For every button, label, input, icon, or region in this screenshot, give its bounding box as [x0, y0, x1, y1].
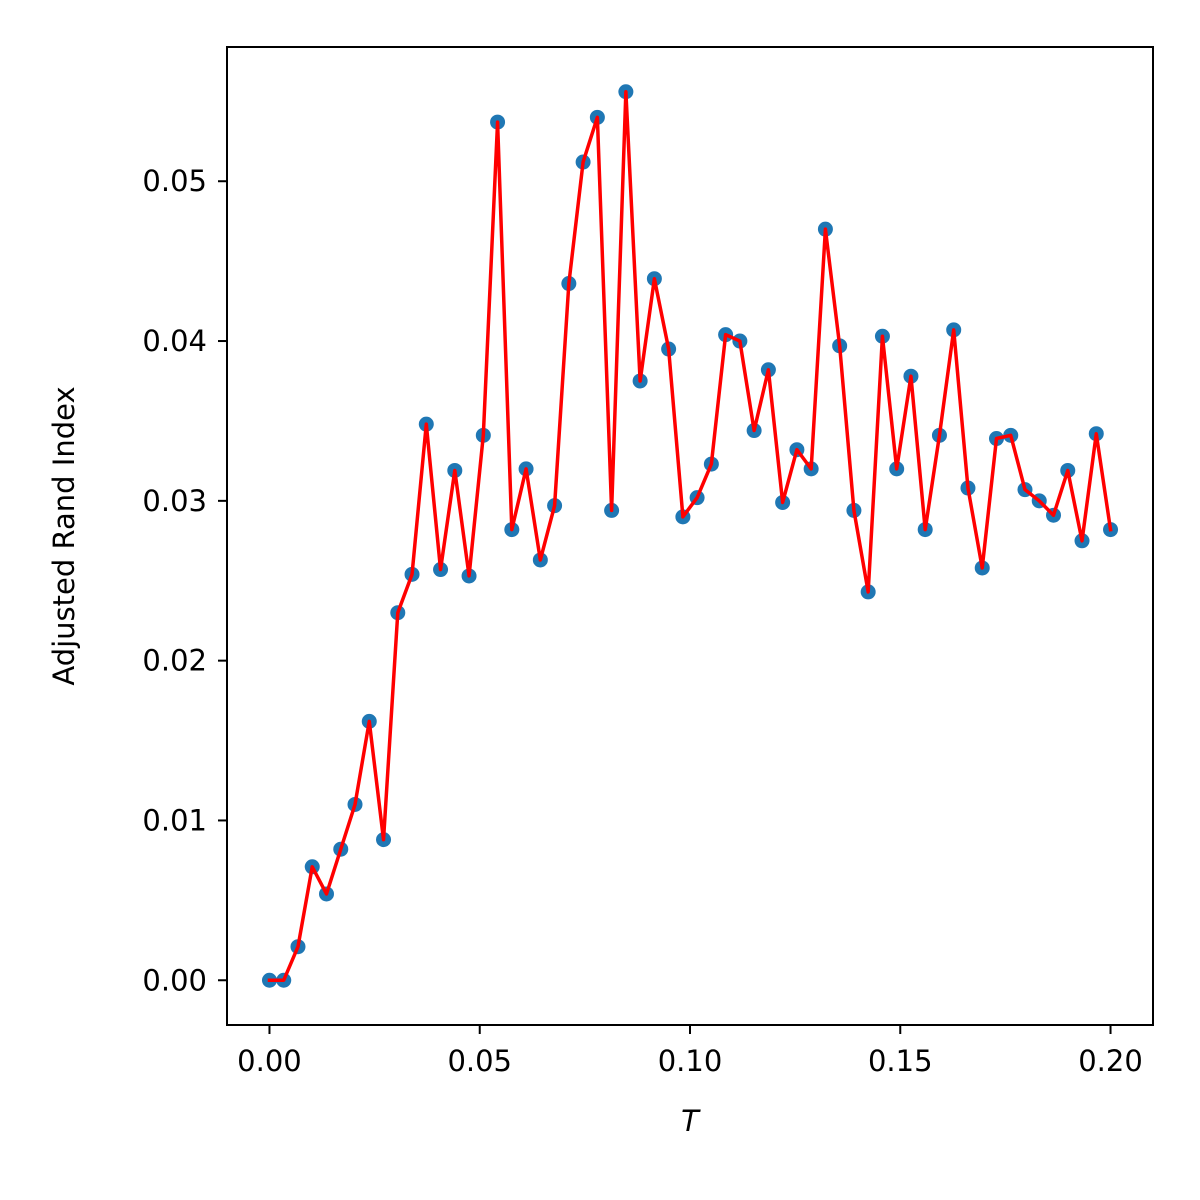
x-axis-ticks: 0.00 0.05 0.10 0.15 0.20	[237, 1025, 1143, 1078]
y-tick-label: 0.02	[142, 644, 207, 678]
y-tick-label: 0.04	[142, 324, 207, 358]
series-layer	[261, 84, 1119, 988]
x-axis-label: T	[681, 1104, 701, 1138]
y-axis-label: Adjusted Rand Index	[47, 386, 81, 685]
y-tick-label: 0.03	[142, 484, 207, 518]
x-tick-label: 0.15	[868, 1044, 933, 1078]
x-tick-label: 0.00	[237, 1044, 302, 1078]
y-axis-ticks: 0.00 0.01 0.02 0.03 0.04 0.05	[142, 164, 227, 997]
x-tick-label: 0.05	[447, 1044, 512, 1078]
y-tick-label: 0.00	[142, 963, 207, 997]
y-tick-label: 0.05	[142, 164, 207, 198]
y-tick-label: 0.01	[142, 803, 207, 837]
series-line	[267, 90, 1113, 982]
x-tick-label: 0.10	[658, 1044, 723, 1078]
x-tick-label: 0.20	[1078, 1044, 1143, 1078]
